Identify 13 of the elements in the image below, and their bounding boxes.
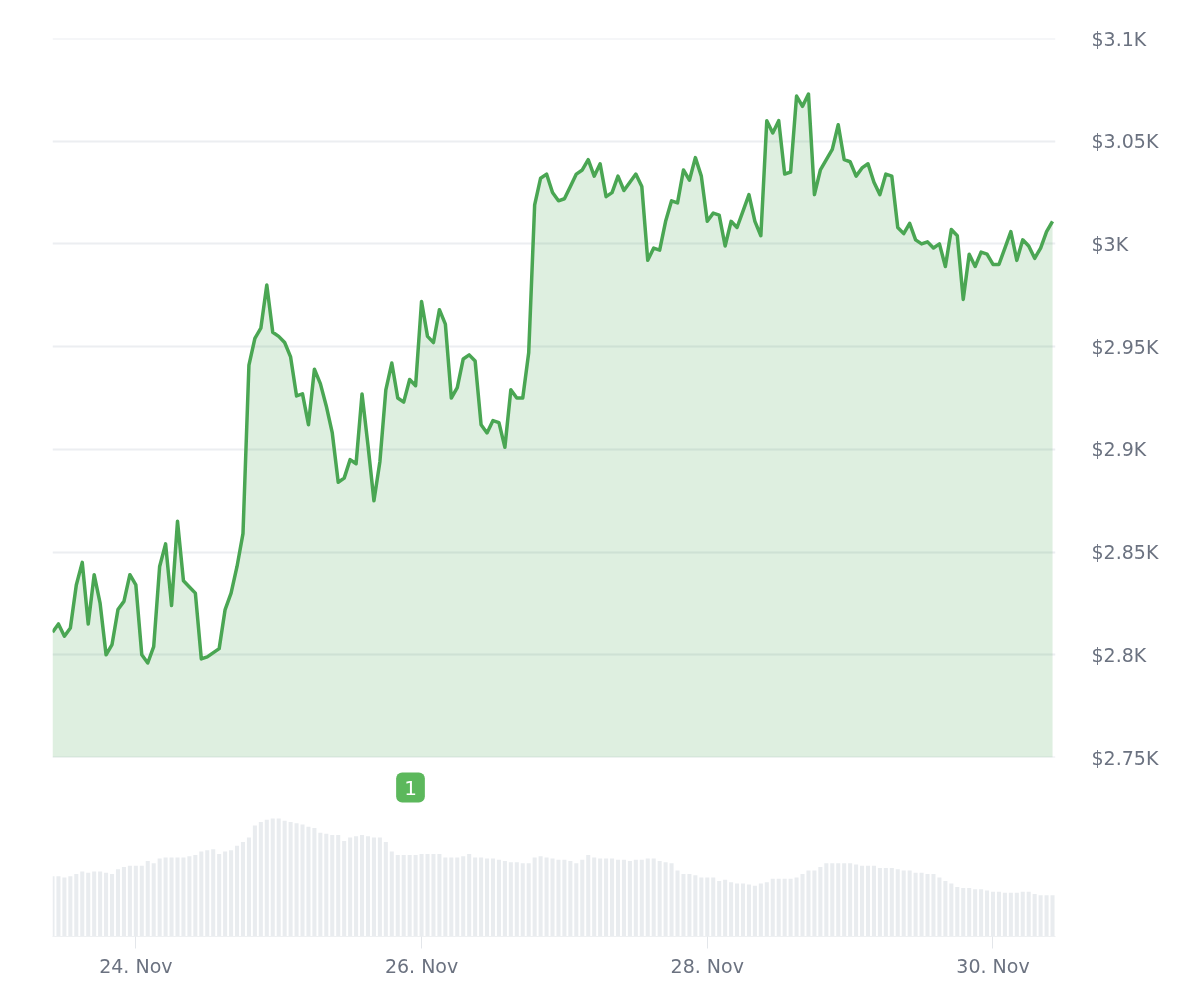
x-tick-label: 24. Nov: [99, 954, 173, 977]
y-tick-label: $2.95K: [1091, 335, 1159, 358]
text: 1: [404, 775, 417, 800]
y-tick-label: $3.05K: [1091, 130, 1159, 153]
y-tick-label: $2.75K: [1091, 746, 1159, 769]
x-tick-label: 30. Nov: [956, 954, 1030, 977]
y-tick-label: $3K: [1091, 232, 1129, 255]
x-tick-label: 26. Nov: [384, 954, 459, 977]
y-tick-label: $3.1K: [1091, 27, 1147, 50]
y-tick-label: $2.8K: [1091, 643, 1147, 666]
x-tick-label: 28. Nov: [670, 954, 744, 977]
y-tick-label: $2.9K: [1091, 438, 1147, 461]
y-tick-label: $2.85K: [1091, 541, 1159, 564]
